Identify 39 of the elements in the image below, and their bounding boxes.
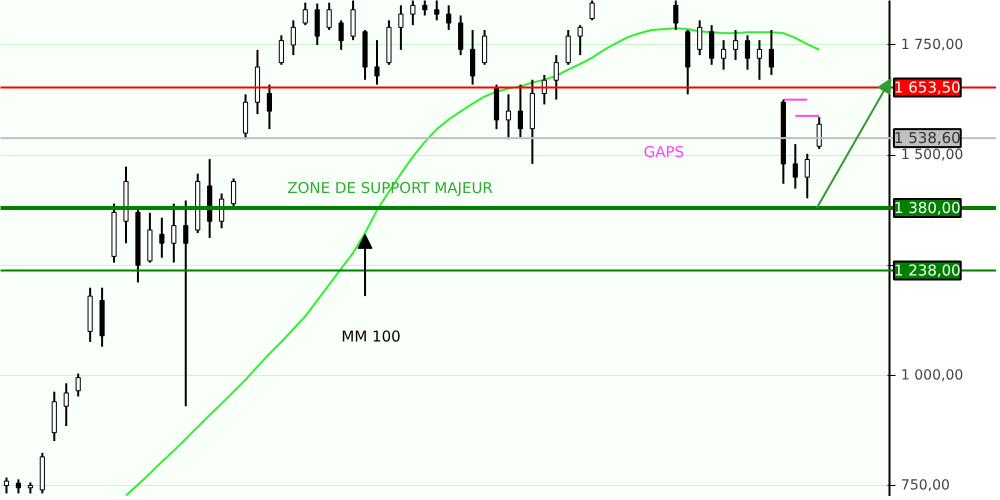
ref-line-label: 1 238,00 (894, 262, 961, 280)
candlestick (816, 116, 822, 150)
candlestick (446, 4, 452, 32)
candlestick (721, 39, 726, 71)
annotation: GAPS (644, 143, 684, 162)
candlestick (578, 24, 583, 56)
candlestick (76, 372, 81, 398)
candlestick (159, 216, 164, 259)
line-series (124, 27, 820, 496)
candlestick (554, 54, 559, 101)
candlestick (266, 84, 272, 130)
candlestick (398, 4, 404, 51)
candlestick (64, 382, 69, 428)
candlestick (697, 19, 702, 56)
candlestick (804, 152, 810, 200)
y-tick-label: 750,00 (900, 477, 950, 494)
y-tick-label: 1 750,00 (900, 36, 964, 53)
candlestick (768, 29, 774, 76)
ref-line-label: 1 380,00 (894, 198, 961, 217)
candlestick (16, 478, 22, 494)
candlestick (673, 0, 678, 32)
candlestick (374, 39, 380, 86)
candlestick (542, 74, 547, 106)
candlestick (792, 143, 798, 190)
y-tick-label: 1 500,00 (900, 147, 964, 164)
candlestick (744, 34, 750, 71)
candlestick (506, 93, 512, 140)
candlestick (171, 202, 176, 264)
candlestick (434, 0, 440, 22)
candlestick (756, 39, 762, 81)
candlestick (183, 199, 188, 408)
candlestick (732, 29, 738, 61)
candlestick (518, 84, 524, 138)
candlestick (290, 19, 296, 56)
annotation: MM 100 (341, 328, 401, 346)
y-tick-label: 1 000,00 (900, 367, 964, 384)
candlestick (278, 34, 284, 66)
candlestick (338, 19, 344, 51)
candlestick (422, 0, 428, 16)
